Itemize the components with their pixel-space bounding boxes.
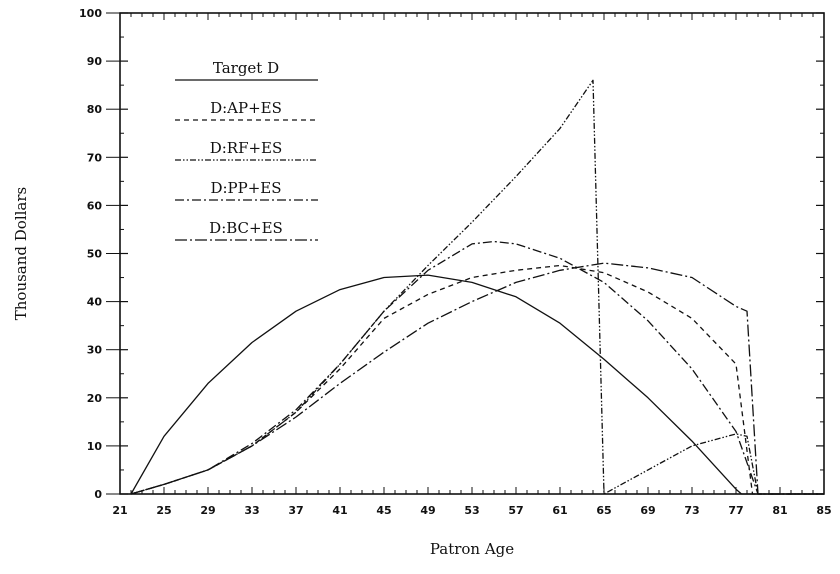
- y-tick-label: 80: [87, 103, 103, 116]
- x-tick-label: 45: [376, 504, 391, 517]
- legend-label: Target D: [213, 59, 279, 77]
- x-tick-label: 25: [156, 504, 171, 517]
- y-tick-label: 100: [79, 7, 102, 20]
- x-tick-label: 65: [596, 504, 611, 517]
- x-tick-label: 69: [640, 504, 655, 517]
- y-tick-label: 10: [87, 440, 103, 453]
- x-tick-label: 77: [728, 504, 743, 517]
- y-tick-label: 90: [87, 55, 103, 68]
- y-tick-label: 20: [87, 392, 103, 405]
- y-tick-label: 0: [94, 488, 102, 501]
- x-tick-label: 61: [552, 504, 567, 517]
- y-tick-label: 30: [87, 344, 103, 357]
- legend-label: D:AP+ES: [210, 99, 282, 117]
- x-tick-label: 53: [464, 504, 479, 517]
- legend-label: D:PP+ES: [210, 179, 281, 197]
- x-axis-label: Patron Age: [430, 540, 514, 558]
- x-tick-label: 37: [288, 504, 303, 517]
- x-tick-label: 49: [420, 504, 435, 517]
- y-axis-label: Thousand Dollars: [12, 187, 30, 321]
- x-tick-label: 85: [816, 504, 831, 517]
- x-tick-label: 81: [772, 504, 787, 517]
- legend-label: D:BC+ES: [209, 219, 283, 237]
- y-tick-label: 50: [87, 248, 103, 261]
- series-line-2: [130, 264, 824, 495]
- x-tick-label: 21: [112, 504, 127, 517]
- x-tick-label: 57: [508, 504, 523, 517]
- legend: Target D D:AP+ES D:RF+ES D:PP+ES D:BC+ES: [175, 59, 318, 241]
- x-tick-label: 29: [200, 504, 215, 517]
- series-lines: [130, 79, 824, 495]
- series-line-4: [130, 240, 824, 495]
- y-axis-ticks: 0 10 20 30 40 50 60 70 80 90 100: [79, 7, 824, 501]
- series-line-1: [130, 274, 824, 495]
- y-tick-label: 60: [87, 199, 103, 212]
- plot-frame: [119, 12, 825, 495]
- series-line-5: [130, 262, 824, 495]
- y-tick-label: 40: [87, 296, 103, 309]
- legend-label: D:RF+ES: [210, 139, 283, 157]
- x-tick-label: 33: [244, 504, 259, 517]
- x-axis-ticks: 21 25 29 33 37 41 45 49 53 57 61 65 69 73 77 81 85: [112, 13, 832, 517]
- y-tick-label: 70: [87, 151, 103, 164]
- x-tick-label: 73: [684, 504, 699, 517]
- x-tick-label: 41: [332, 504, 347, 517]
